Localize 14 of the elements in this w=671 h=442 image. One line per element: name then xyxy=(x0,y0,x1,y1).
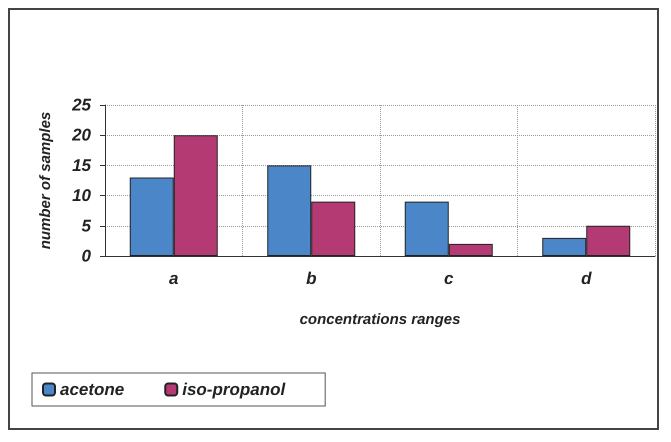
y-tick-label: 25 xyxy=(71,96,92,114)
y-tick-label: 20 xyxy=(71,126,92,145)
x-tick-label: b xyxy=(306,269,316,288)
y-tick-label: 0 xyxy=(82,246,92,266)
y-axis-title: number of samples xyxy=(37,112,54,250)
x-tick-label: a xyxy=(169,269,178,288)
x-tick-label: d xyxy=(581,269,592,288)
legend-label: acetone xyxy=(60,380,124,399)
legend-label: iso-propanol xyxy=(182,380,286,399)
y-tick-label: 5 xyxy=(82,216,92,236)
y-tick-label: 15 xyxy=(72,156,92,175)
x-tick-label: c xyxy=(444,269,454,288)
y-tick-label: 10 xyxy=(72,186,92,206)
x-axis-title: concentrations ranges xyxy=(300,311,460,328)
